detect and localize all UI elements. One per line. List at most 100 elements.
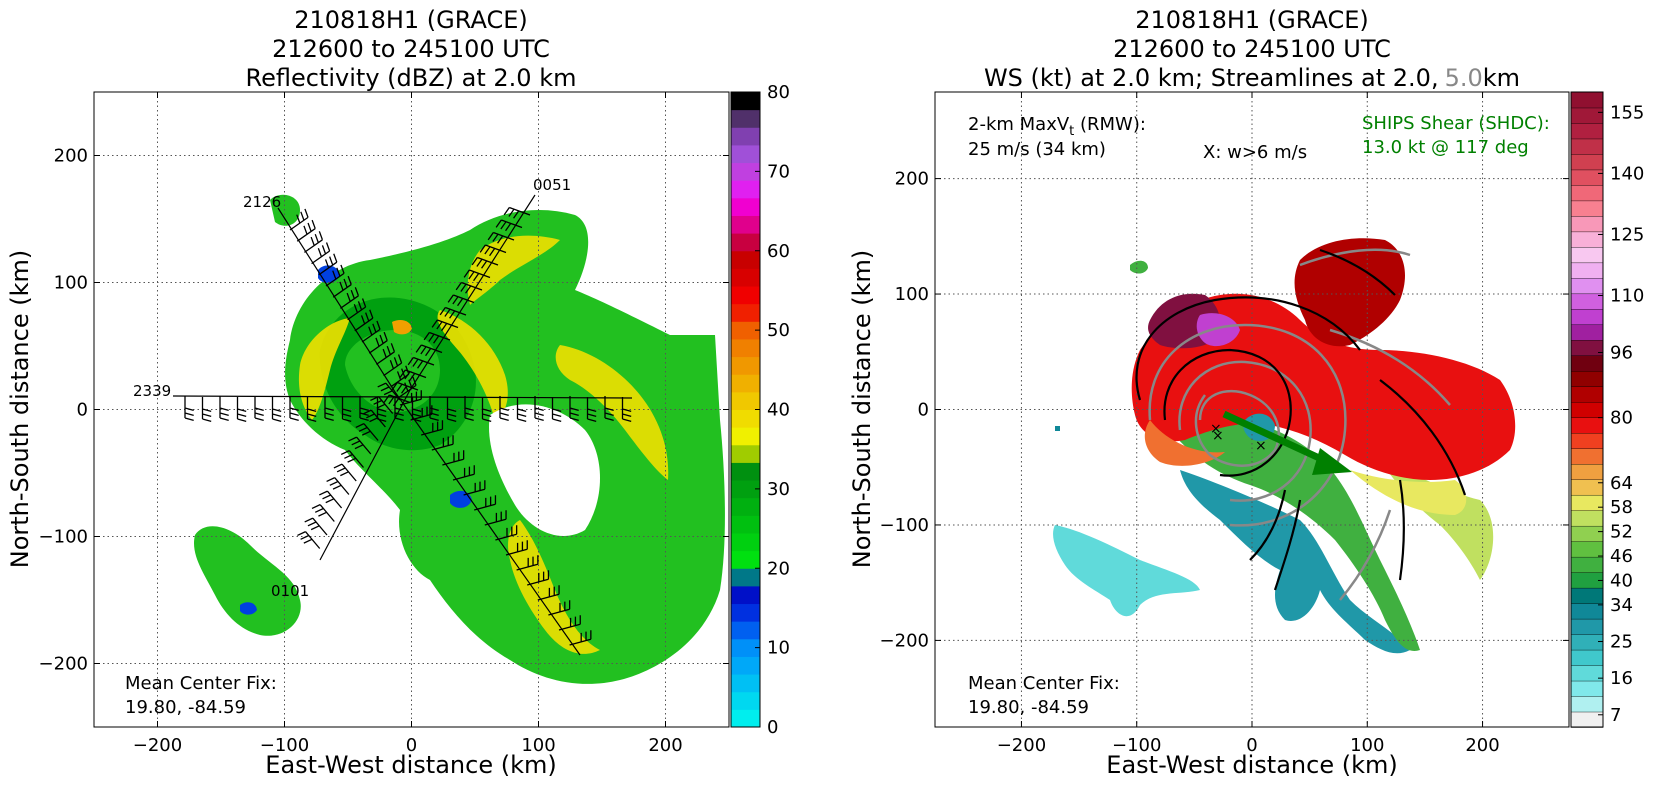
right-xtick-label-2: 0: [1246, 735, 1257, 756]
left-wind-barb-67: [439, 306, 467, 319]
left-wind-barb-24: [484, 510, 507, 526]
right-colorbar-label-4: 40: [1610, 570, 1633, 591]
right-center-fix-line-1: Mean Center Fix:: [968, 673, 1120, 694]
left-xtick-label-1: −100: [260, 735, 309, 756]
left-leg-label-1: 2126: [243, 193, 281, 211]
right-ws-violet-region: [1196, 313, 1240, 347]
right-colorbar-label-7: 58: [1610, 497, 1633, 518]
left-title-line-2: 212600 to 245100 UTC: [272, 35, 550, 63]
right-updraft-note: X: w>6 m/s: [1203, 142, 1307, 163]
left-wind-barb-60: [495, 219, 523, 232]
left-colorbar-segment-7: [731, 585, 760, 605]
left-ytick-label-3: 100: [54, 273, 88, 294]
left-xtick-label-2: 0: [406, 735, 417, 756]
left-colorbar-label-6: 60: [767, 241, 790, 262]
left-echo-southwest-cluster: [194, 526, 301, 636]
right-colorbar-segment-36: [1570, 153, 1604, 171]
left-wind-barb-34: [201, 397, 212, 422]
right-title-line-1: 210818H1 (GRACE): [1135, 6, 1369, 34]
left-wind-barb-16: [399, 390, 422, 406]
left-colorbar-segment-30: [731, 180, 760, 199]
left-wind-barb-57: [604, 396, 614, 421]
right-shear-arrow-shaft: [1222, 410, 1332, 467]
right-colorbar-segment-0: [1570, 711, 1604, 728]
left-wind-barb-48: [446, 397, 457, 422]
right-colorbar-segment-19: [1570, 417, 1604, 434]
right-streamline-gray-3: [1148, 323, 1347, 527]
right-ws-green-band: [1170, 419, 1420, 651]
right-colorbar-segment-21: [1570, 386, 1604, 403]
left-colorbar-label-8: 80: [767, 82, 790, 103]
right-updraft-markers: × × ×: [1210, 421, 1267, 454]
left-track-leg-2126: [277, 207, 581, 656]
right-colorbar-segment-29: [1570, 262, 1604, 279]
right-colorbar-label-0: 7: [1610, 705, 1621, 726]
left-echo-free-notch: [489, 404, 600, 536]
right-colorbar-label-1: 16: [1610, 668, 1633, 689]
left-wind-barb-18: [421, 420, 444, 436]
left-leg-label-2: 0051: [533, 176, 571, 194]
left-colorbar-label-7: 70: [767, 161, 790, 182]
right-ytick-label-4: 200: [895, 169, 929, 190]
left-wind-barb-53: [534, 396, 544, 421]
left-colorbar-segment-12: [731, 497, 760, 516]
left-echo-yellow-5: [437, 310, 508, 420]
left-wind-barb-6: [332, 275, 352, 298]
right-colorbar-label-11: 110: [1610, 286, 1644, 307]
right-panel: 210818H1 (GRACE) 212600 to 245100 UTC WS…: [848, 6, 1644, 779]
left-wind-barb-50: [481, 397, 492, 422]
right-colorbar-segment-10: [1570, 556, 1604, 573]
left-colorbar-segment-1: [731, 691, 760, 710]
right-colorbar-segment-1: [1570, 695, 1604, 713]
left-xtick-label-0: −200: [133, 735, 182, 756]
left-colorbar-label-1: 10: [767, 638, 790, 659]
left-wind-barb-69: [423, 331, 451, 344]
left-wind-barb-33: [184, 396, 194, 421]
left-colorbar-segment-2: [731, 674, 760, 693]
left-colorbar-label-3: 30: [767, 479, 790, 500]
left-wind-barb-36: [236, 397, 247, 422]
left-colorbar-segment-0: [731, 709, 760, 728]
left-colorbar-label-0: 0: [767, 717, 778, 738]
right-updraft-marker-3: ×: [1255, 438, 1267, 454]
right-colorbar-label-8: 64: [1610, 473, 1633, 494]
right-colorbar-segment-35: [1570, 169, 1604, 186]
left-wind-barb-10: [361, 320, 381, 343]
left-wind-barb-41: [324, 396, 334, 421]
left-wind-barb-47: [429, 396, 439, 421]
left-wind-barb-23: [474, 495, 497, 511]
right-colorbar-segment-18: [1570, 432, 1604, 449]
right-colorbar-segment-33: [1570, 200, 1604, 217]
left-wind-barb-59: [503, 206, 531, 219]
left-colorbar-segment-34: [731, 109, 760, 128]
left-wind-barb-17: [410, 405, 433, 421]
left-wind-barb-38: [271, 397, 282, 422]
left-colorbar-segment-23: [731, 303, 760, 322]
left-wind-barb-78: [355, 423, 379, 441]
right-streamline-black-4: [1319, 248, 1396, 296]
right-shear-vector: [1222, 410, 1352, 475]
left-colorbar-segment-11: [731, 515, 760, 534]
right-streamline-black-2: [1163, 348, 1292, 477]
right-streamline-black-6: [1398, 479, 1405, 581]
left-wind-barb-30: [548, 600, 571, 616]
left-wind-barb-28: [527, 570, 550, 586]
left-wind-barb-0: [289, 208, 309, 231]
right-streamline-gray-1: [1194, 389, 1281, 467]
right-windspeed-field: [1053, 238, 1516, 654]
left-wind-barb-25: [495, 525, 518, 541]
left-echo-yellow-4: [508, 520, 600, 654]
right-ytick-label-1: −100: [880, 515, 929, 536]
right-colorbar-segment-12: [1570, 525, 1604, 542]
left-wind-barb-79: [348, 436, 372, 455]
right-axis-ticks: −200 −100 0 100 200 −200 −100 0 100 200: [880, 92, 1569, 756]
right-ws-northeast-lobe: [1294, 238, 1405, 347]
right-rmw-line-2: 25 m/s (34 km): [968, 139, 1106, 160]
right-colorbar-segment-8: [1570, 587, 1604, 604]
left-ytick-label-4: 200: [54, 146, 88, 167]
left-wind-barb-75: [377, 382, 401, 401]
left-wind-barb-82: [326, 477, 350, 495]
left-wind-barb-65: [455, 281, 483, 294]
left-wind-barb-62: [479, 244, 507, 257]
left-wind-barbs: [184, 206, 632, 646]
